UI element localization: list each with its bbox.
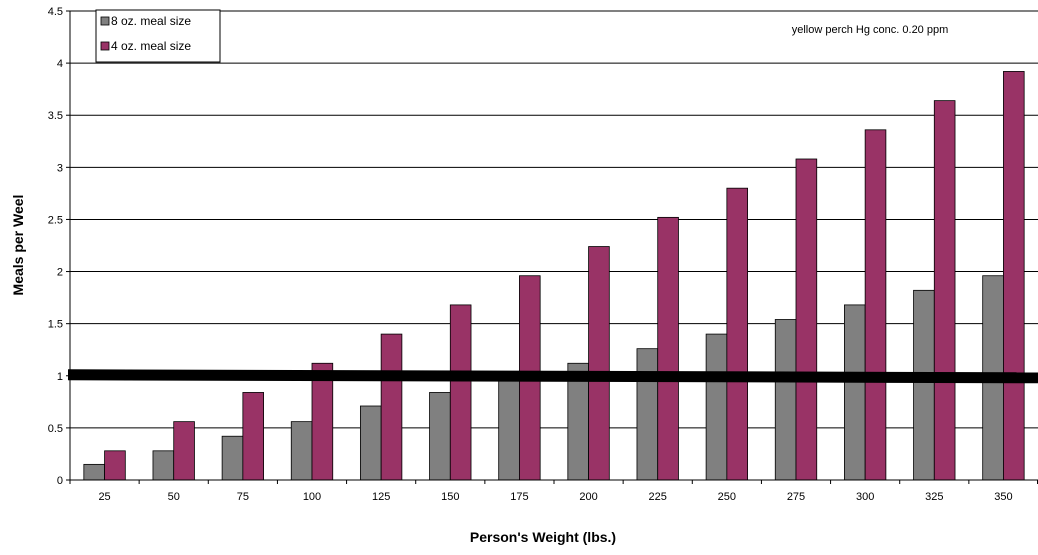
x-tick-label: 50: [168, 491, 180, 503]
x-tick-label: 100: [303, 491, 321, 503]
x-tick-labels: 25 50 75 100 125 150 175 200 225 250 275 300 325 350: [98, 491, 1012, 503]
legend: 8 oz. meal size 4 oz. meal size: [95, 9, 221, 63]
y-tick-label: 1: [57, 371, 63, 383]
bar: [588, 246, 610, 481]
legend-swatch-4oz: [100, 41, 110, 51]
x-tick-label: 25: [98, 491, 110, 503]
chart-annotation: yellow perch Hg conc. 0.20 ppm: [792, 24, 949, 36]
x-tick-label: 200: [579, 491, 597, 503]
x-axis-title: Person's Weight (lbs.): [470, 529, 616, 545]
reference-line: [67, 369, 1038, 384]
bar: [221, 435, 244, 481]
legend-label-4oz: 4 oz. meal size: [111, 39, 191, 53]
bar: [498, 377, 520, 481]
y-tick-label: 3: [57, 162, 63, 174]
x-tick-label: 300: [856, 491, 874, 503]
bars: [83, 71, 1025, 481]
y-tick-label: 4.5: [48, 6, 63, 18]
x-tick-label: 275: [787, 491, 805, 503]
gridlines: [70, 10, 1038, 429]
y-tick-labels: 0 0.5 1 1.5 2 2.5 3 3.5 4 4.5: [48, 6, 63, 487]
y-tick-label: 0.5: [48, 423, 63, 435]
x-tick-label: 250: [718, 491, 736, 503]
y-tick-label: 1.5: [48, 319, 63, 331]
y-axis-title: Meals per Weel: [10, 195, 26, 296]
x-tick-label: 350: [994, 491, 1012, 503]
bar: [380, 333, 403, 481]
x-tick-label: 75: [237, 491, 249, 503]
bar: [173, 421, 195, 481]
x-tick-label: 175: [510, 491, 528, 503]
y-tick-label: 4: [57, 58, 63, 70]
x-tick-label: 225: [649, 491, 667, 503]
x-tick-label: 125: [372, 491, 390, 503]
bar: [933, 100, 956, 481]
bar: [774, 319, 797, 481]
bar: [242, 392, 265, 481]
y-tick-label: 2.5: [48, 214, 63, 226]
y-tick-label: 3.5: [48, 110, 63, 122]
bar: [83, 463, 105, 481]
bar: [290, 421, 313, 481]
bar: [429, 392, 451, 481]
bar: [795, 158, 818, 481]
bar: [636, 348, 659, 481]
axes: [66, 10, 1038, 484]
legend-label-8oz: 8 oz. meal size: [111, 14, 191, 28]
bar: [864, 129, 887, 481]
bar: [359, 405, 382, 481]
bar: [726, 187, 748, 481]
bar: [705, 333, 728, 481]
bar: [449, 304, 472, 481]
legend-box: [95, 9, 221, 63]
bar: [844, 304, 866, 481]
bar: [657, 216, 679, 481]
bar: [913, 289, 935, 481]
bar: [1003, 71, 1025, 481]
x-tick-label: 150: [441, 491, 459, 503]
y-tick-label: 0: [57, 475, 63, 487]
bar: [152, 450, 175, 481]
y-tick-label: 2: [57, 267, 63, 279]
bar: [104, 450, 126, 481]
x-tick-label: 325: [925, 491, 943, 503]
reference-line-layer: [67, 369, 1038, 384]
legend-swatch-8oz: [100, 16, 110, 26]
